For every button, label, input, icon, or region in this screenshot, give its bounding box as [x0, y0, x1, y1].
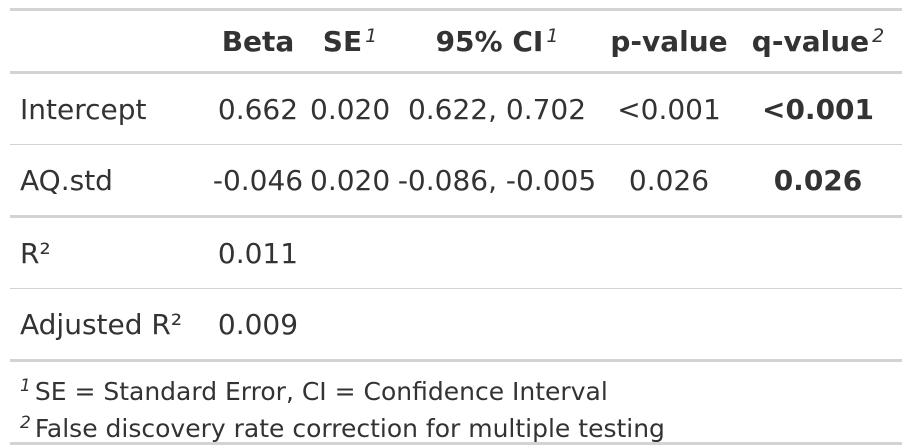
footnote-1-mark: 1 [20, 376, 31, 396]
table-body: Intercept 0.662 0.020 0.622, 0.702 <0.00… [10, 72, 902, 362]
header-se-footnote-mark: 1 [365, 24, 378, 47]
cell-se: 0.020 [310, 72, 390, 145]
cell-p-value: 0.026 [604, 144, 734, 218]
cell-beta: 0.011 [206, 216, 310, 289]
footnote-2-mark: 2 [20, 413, 31, 433]
cell-p-value [604, 216, 734, 289]
header-p-text: p-value [610, 24, 728, 58]
header-se: SE 1 [310, 11, 390, 74]
table-footnotes: 1 SE = Standard Error, CI = Confidence In… [10, 362, 902, 445]
table-row-r-squared: R² 0.011 [10, 216, 902, 289]
cell-q-value: 0.026 [734, 144, 902, 218]
cell-q-value [734, 216, 902, 289]
header-ci-text: 95% CI [435, 24, 544, 58]
header-q-value: q-value 2 [734, 11, 902, 74]
cell-q-value: <0.001 [734, 72, 902, 145]
cell-beta: -0.046 [206, 144, 310, 218]
cell-ci: 0.622, 0.702 [390, 72, 604, 145]
cell-se [310, 288, 390, 362]
header-q-footnote-mark: 2 [872, 24, 885, 47]
cell-ci: -0.086, -0.005 [390, 144, 604, 218]
footnote-2-text: False discovery rate correction for mult… [34, 414, 665, 443]
cell-ci [390, 288, 604, 362]
header-ci-footnote-mark: 1 [546, 24, 559, 47]
cell-ci [390, 216, 604, 289]
cell-beta: 0.662 [206, 72, 310, 145]
cell-se [310, 216, 390, 289]
table-row-adjusted-r-squared: Adjusted R² 0.009 [10, 288, 902, 362]
row-label: Adjusted R² [10, 288, 206, 362]
footnote-1: 1 SE = Standard Error, CI = Confidence In… [20, 368, 902, 406]
cell-p-value: <0.001 [604, 72, 734, 145]
cell-q-value [734, 288, 902, 362]
table-header: Beta SE 1 95% CI 1 p-value q-value 2 [10, 11, 902, 74]
header-beta: Beta [206, 11, 310, 74]
table-row-aq-std: AQ.std -0.046 0.020 -0.086, -0.005 0.026… [10, 144, 902, 218]
header-q-text: q-value [751, 24, 870, 58]
cell-se: 0.020 [310, 144, 390, 218]
row-label: R² [10, 216, 206, 289]
row-label: Intercept [10, 72, 206, 145]
row-label: AQ.std [10, 144, 206, 218]
cell-p-value [604, 288, 734, 362]
footnote-2: 2 False discovery rate correction for mul… [20, 405, 902, 443]
cell-beta: 0.009 [206, 288, 310, 362]
header-row: Beta SE 1 95% CI 1 p-value q-value 2 [10, 11, 902, 74]
table-row-intercept: Intercept 0.662 0.020 0.622, 0.702 <0.00… [10, 72, 902, 145]
regression-table: Beta SE 1 95% CI 1 p-value q-value 2 Interc… [10, 11, 902, 362]
header-beta-text: Beta [221, 24, 295, 58]
header-p-value: p-value [604, 11, 734, 74]
table-top-rule [10, 8, 902, 11]
header-ci: 95% CI 1 [390, 11, 604, 74]
header-label [10, 11, 206, 74]
regression-table-container: Beta SE 1 95% CI 1 p-value q-value 2 Interc… [10, 8, 902, 445]
footnote-1-text: SE = Standard Error, CI = Confidence Int… [34, 377, 608, 406]
header-se-text: SE [322, 24, 363, 58]
